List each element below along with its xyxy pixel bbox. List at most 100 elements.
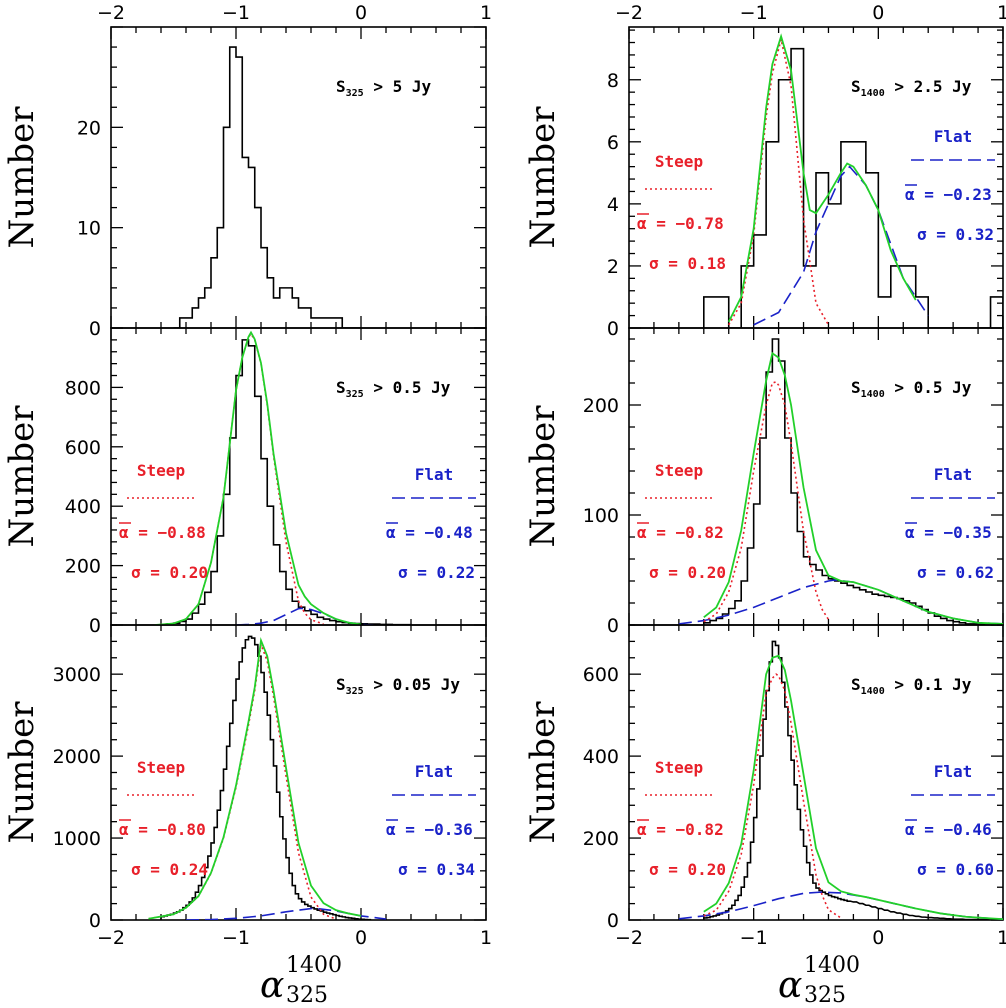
flat-mean: α = −0.23: [905, 185, 992, 204]
panel-right-top: 0 2 4 6 8 −2 −1 0 1 Number S1400 > 2.5 Jy Steep α = …: [523, 2, 1006, 340]
steep-label: Steep: [137, 758, 185, 777]
panel-right-bottom: 0 200 400 600 −2 −1 0 1 Number S1400 > 0.1 Jy Stee…: [523, 624, 1006, 949]
flux-annotation: S325 > 0.5 Jy: [336, 378, 451, 400]
x-axis-symbol-left: α: [260, 965, 284, 1006]
steep-label: Steep: [655, 152, 703, 171]
x-tick-label: 1: [997, 2, 1006, 24]
x-tick-label: 0: [355, 927, 367, 949]
x-tick-label: −1: [740, 2, 768, 24]
flat-sigma: σ = 0.22: [398, 563, 475, 582]
x-tick-label: −2: [615, 927, 643, 949]
flux-annotation: S1400 > 0.1 Jy: [851, 675, 972, 697]
x-tick-label: −2: [97, 927, 125, 949]
histogram: [173, 46, 361, 328]
plot-area: [173, 46, 361, 328]
steep-mean: α = −0.82: [637, 523, 724, 542]
y-axis-label: Number: [2, 701, 42, 844]
y-tick-label: 600: [583, 664, 619, 686]
flux-annotation: S1400 > 2.5 Jy: [851, 77, 972, 99]
histogram: [703, 338, 1003, 625]
y-tick-label: 0: [607, 318, 619, 340]
flat-label: Flat: [934, 465, 973, 484]
x-tick-label: 1: [997, 927, 1006, 949]
steep-mean: α = −0.78: [637, 214, 724, 233]
x-axis-superscript-right: 1400: [804, 953, 860, 978]
x-tick-label: −1: [222, 927, 250, 949]
total-fit-curve: [154, 330, 362, 625]
plot-area: [678, 338, 1003, 625]
y-tick-label: 600: [65, 437, 101, 459]
x-tick-label: 0: [872, 927, 884, 949]
steep-fit-curve: [728, 39, 830, 326]
y-tick-label: 2: [607, 256, 619, 278]
y-tick-label: 0: [607, 910, 619, 932]
y-tick-label: 8: [607, 70, 619, 92]
steep-sigma: σ = 0.24: [131, 860, 208, 879]
x-tick-label: −1: [222, 2, 250, 24]
flat-sigma: σ = 0.60: [917, 860, 994, 879]
steep-mean: α = −0.88: [119, 523, 206, 542]
plot-area: [703, 33, 1003, 328]
panel-right-middle: 0 100 200 Number S1400 > 0.5 Jy Steep α = −0.8…: [523, 327, 1004, 637]
flat-label: Flat: [934, 762, 973, 781]
y-tick-label: 200: [65, 556, 101, 578]
total-fit-curve: [703, 654, 1003, 920]
steep-fit-curve: [703, 673, 842, 919]
steep-sigma: σ = 0.20: [649, 563, 726, 582]
flux-annotation: S325 > 0.05 Jy: [336, 675, 460, 697]
flat-fit-curve: [678, 579, 1003, 625]
histogram: [160, 635, 372, 920]
y-tick-label: 800: [65, 377, 101, 399]
panel-left-middle: 0 200 400 600 800 Number S325 > 0.5 Jy Steep α =…: [2, 327, 487, 637]
steep-mean: α = −0.82: [637, 820, 724, 839]
flux-annotation: S325 > 5 Jy: [336, 77, 432, 99]
flat-fit-curve: [753, 165, 929, 326]
y-tick-label: 10: [77, 218, 101, 240]
plot-area: [148, 635, 387, 920]
steep-label: Steep: [655, 461, 703, 480]
histogram: [703, 640, 1000, 920]
flat-mean: α = −0.35: [905, 523, 992, 542]
y-axis-label: Number: [523, 701, 563, 844]
x-tick-label: −2: [615, 2, 643, 24]
flat-mean: α = −0.36: [386, 820, 473, 839]
x-axis-superscript-left: 1400: [286, 953, 342, 978]
plot-area: [678, 640, 1003, 920]
x-tick-label: −1: [740, 927, 768, 949]
steep-mean: α = −0.80: [119, 820, 206, 839]
y-tick-label: 0: [89, 910, 101, 932]
flat-sigma: σ = 0.32: [917, 225, 994, 244]
flat-mean: α = −0.46: [905, 820, 992, 839]
flat-fit-curve: [678, 891, 1003, 920]
flat-label: Flat: [415, 465, 454, 484]
y-tick-label: 400: [583, 746, 619, 768]
x-axis-symbol-right: α: [778, 965, 802, 1006]
flat-sigma: σ = 0.34: [398, 860, 475, 879]
y-tick-label: 0: [89, 318, 101, 340]
x-tick-label: 1: [480, 927, 492, 949]
y-tick-label: 1000: [53, 828, 101, 850]
y-axis-label: Number: [523, 405, 563, 548]
x-tick-label: 1: [480, 2, 492, 24]
x-axis-subscript-left: 325: [286, 983, 328, 1008]
flat-sigma: σ = 0.62: [917, 563, 994, 582]
plot-area: [154, 330, 412, 625]
y-tick-label: 2000: [53, 746, 101, 768]
y-tick-label: 20: [77, 117, 101, 139]
y-tick-label: 100: [583, 505, 619, 527]
steep-label: Steep: [655, 758, 703, 777]
plot-frame: [110, 26, 487, 329]
panel-left-top: 0 10 20 −2 −1 0 1 Number S325 > 5 Jy: [2, 2, 492, 340]
x-tick-label: 0: [872, 2, 884, 24]
y-tick-label: 200: [583, 828, 619, 850]
y-tick-label: 200: [583, 395, 619, 417]
x-axis-label-right: α 1400 325: [778, 953, 860, 1008]
y-tick-label: 400: [65, 496, 101, 518]
flat-mean: α = −0.48: [386, 523, 473, 542]
steep-sigma: σ = 0.18: [649, 254, 726, 273]
steep-sigma: σ = 0.20: [649, 860, 726, 879]
y-tick-label: 0: [607, 615, 619, 637]
x-axis-subscript-right: 325: [804, 983, 846, 1008]
flat-label: Flat: [415, 762, 454, 781]
